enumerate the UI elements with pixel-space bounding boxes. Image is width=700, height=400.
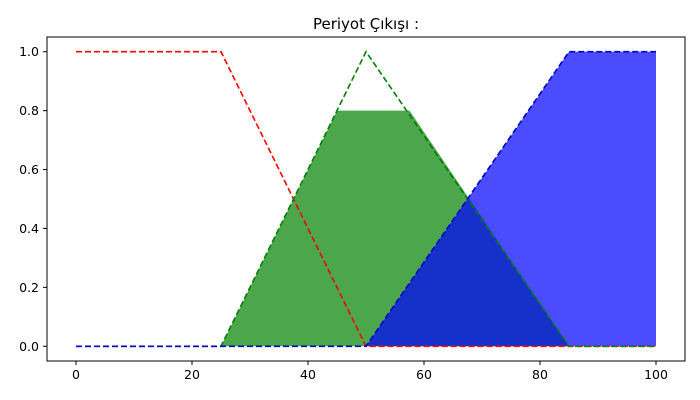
chart-title: Periyot Çıkışı : [313, 15, 419, 33]
x-tick-label: 60 [416, 367, 432, 382]
x-tick-label: 40 [300, 367, 316, 382]
y-axis-ticks: 0.0 0.2 0.4 0.6 0.8 1.0 [19, 44, 47, 354]
y-tick-label: 0.2 [19, 280, 39, 295]
y-tick-label: 0.0 [19, 339, 39, 354]
series-lines [76, 50, 656, 348]
y-tick-label: 0.8 [19, 103, 39, 118]
x-tick-label: 0 [72, 367, 80, 382]
x-tick-label: 100 [644, 367, 668, 382]
y-tick-label: 0.6 [19, 162, 39, 177]
plot-frame [46, 36, 686, 362]
x-tick-label: 80 [532, 367, 548, 382]
y-tick-label: 1.0 [19, 44, 39, 59]
y-tick-label: 0.4 [19, 221, 39, 236]
x-tick-label: 20 [184, 367, 200, 382]
filled-area-2 [366, 51, 656, 347]
filled-areas [221, 51, 656, 347]
x-axis-ticks: 0 20 40 60 80 100 [72, 361, 668, 382]
series-line-3 [76, 50, 656, 348]
series-line-2 [76, 50, 656, 348]
